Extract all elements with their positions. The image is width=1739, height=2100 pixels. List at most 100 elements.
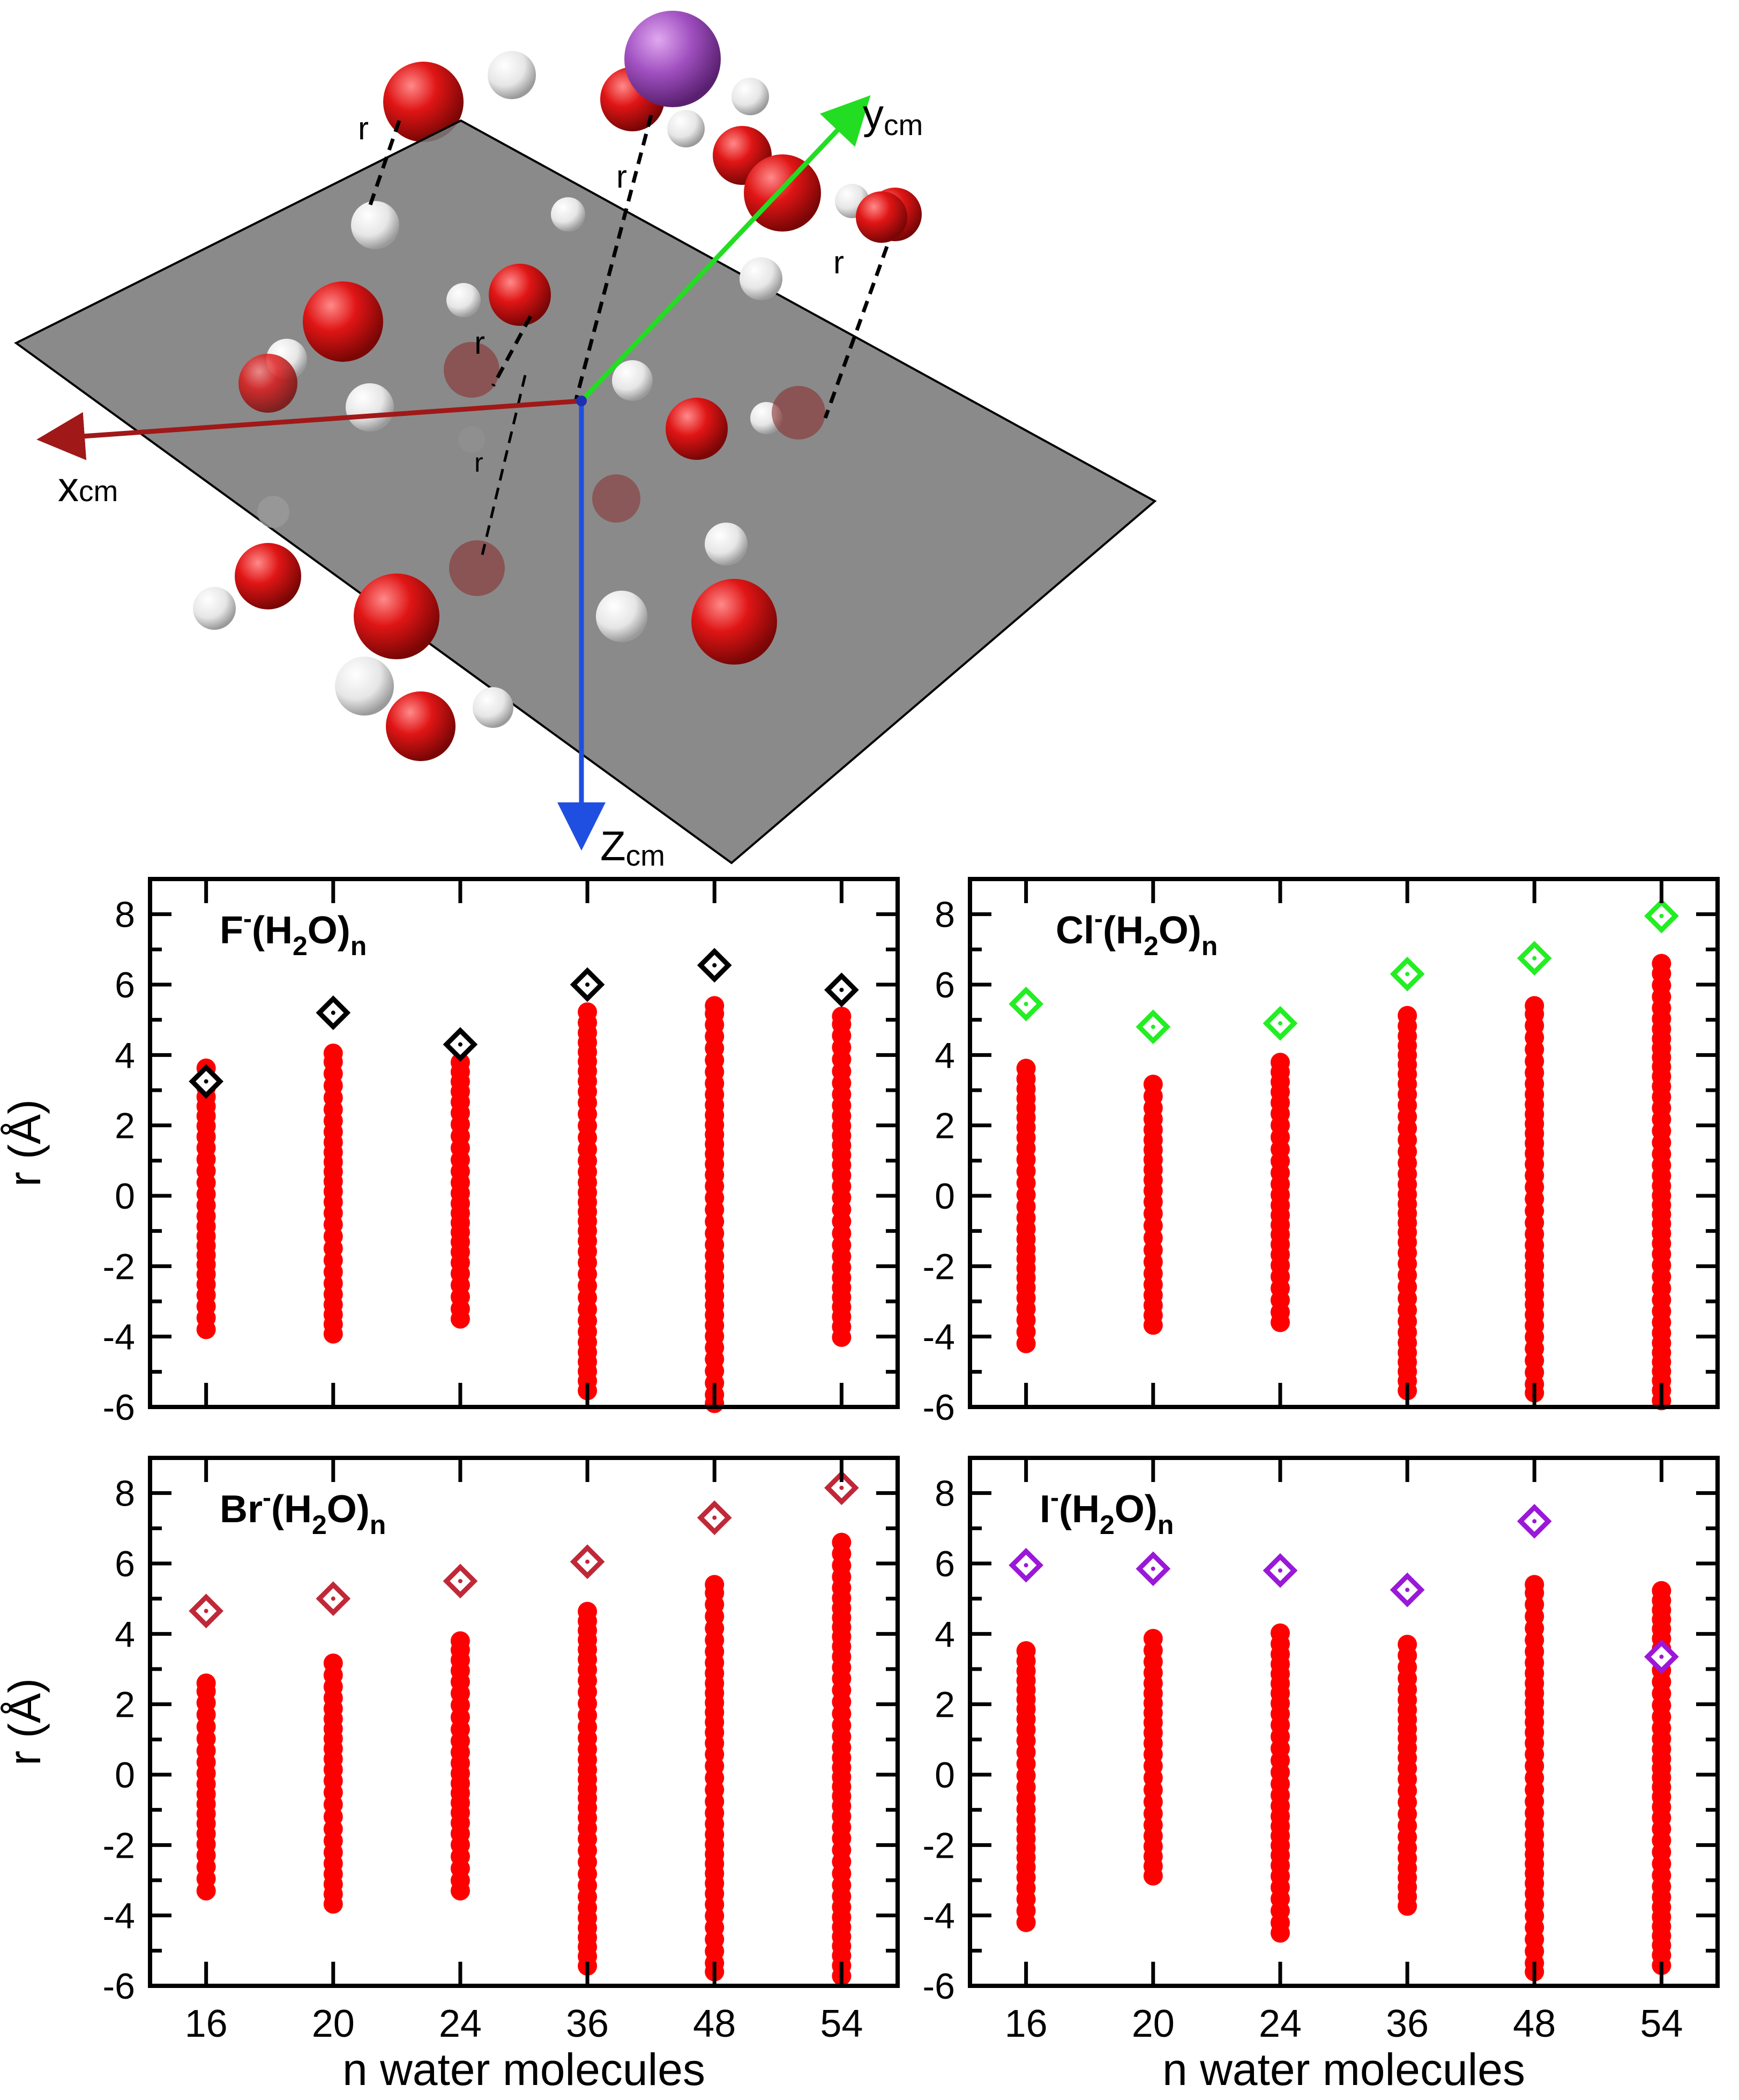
y-axis-ticks: [970, 877, 1718, 1409]
ion-markers: [189, 1470, 859, 1629]
y-tick-label: 4: [935, 1614, 955, 1655]
water-oxygen: [235, 543, 301, 609]
ion-marker-center: [1278, 1021, 1282, 1026]
ion-marker-center: [331, 1596, 335, 1601]
y-tick-label: -2: [103, 1825, 135, 1866]
panel-label-sup: -: [1050, 1484, 1059, 1512]
distance-label-3: r: [833, 244, 844, 280]
ion-marker-center: [1405, 972, 1410, 977]
distance-label-2: r: [616, 159, 627, 195]
water-point: [1398, 1006, 1417, 1025]
iodide-ion: [624, 11, 721, 107]
x-tick-label: 24: [1259, 2002, 1302, 2045]
y-tick-label: -2: [923, 1825, 955, 1866]
panel-label: Br-(H2O)n: [220, 1484, 386, 1540]
panel-label-sup: -: [1094, 905, 1103, 933]
y-tick-label: 2: [935, 1685, 955, 1725]
panel-label-paren-open: (H: [1103, 909, 1144, 952]
x-tick-label: 20: [312, 2002, 355, 2045]
water-hydrogen: [257, 496, 289, 528]
water-hydrogen: [740, 257, 782, 300]
y-axis-arrow: [579, 95, 871, 403]
center-of-mass: [576, 396, 587, 406]
y-tick-label: -4: [923, 1317, 955, 1358]
ion-markers: [1009, 898, 1679, 1045]
panel-label-tail-sub: n: [1158, 1510, 1174, 1540]
ion-markers: [1009, 1503, 1679, 1674]
water-hydrogen: [705, 523, 748, 565]
x-axis-title: n water molecules: [342, 2044, 705, 2095]
x-axis-ticks: [204, 879, 844, 1407]
ion-marker-center: [1151, 1566, 1155, 1571]
water-points: [196, 996, 852, 1413]
y-tick-label: -6: [923, 1966, 955, 2007]
y-tick-labels: -6 -4 -2 0 2 4 6 8: [103, 895, 135, 1428]
water-oxygen: [383, 62, 464, 142]
y-tick-label: -4: [923, 1896, 955, 1937]
water-oxygen: [303, 281, 383, 362]
water-point: [1270, 1623, 1290, 1643]
water-point: [1525, 996, 1544, 1016]
x-tick-label: 36: [566, 2002, 609, 2045]
water-hydrogen: [346, 383, 394, 431]
panel-label-paren-open: (H: [252, 909, 293, 952]
ion-marker-center: [458, 1578, 462, 1583]
plot-frame: [148, 1456, 900, 1988]
distance-label-4: r: [474, 325, 485, 361]
plot-frame: [148, 877, 900, 1409]
ion-marker-center: [1532, 956, 1537, 960]
panel-label-paren-close: O): [308, 909, 350, 952]
y-tick-label: -6: [103, 1966, 135, 2007]
y-tick-label: 4: [115, 1035, 135, 1076]
water-oxygen: [489, 264, 551, 326]
water-point: [832, 1007, 852, 1026]
plot-frame: [968, 877, 1720, 1409]
ion-marker-center: [1278, 1568, 1282, 1573]
water-point: [1398, 1635, 1417, 1655]
panel-label-paren-open: (H: [1059, 1488, 1100, 1531]
reference-plane: [14, 119, 1157, 865]
x-tick-label: 16: [1005, 2002, 1048, 2045]
panel-label-base: I: [1040, 1488, 1050, 1531]
y-tick-label: -6: [923, 1387, 955, 1428]
molecular-cluster-diagram: xcm ycm Zcm r r r r r: [14, 11, 1157, 872]
ion-marker-center: [585, 982, 590, 987]
ion-marker-center: [1405, 1588, 1410, 1592]
y-tick-label: -2: [103, 1246, 135, 1287]
y-tick-label: 0: [935, 1755, 955, 1796]
y-tick-label: 0: [115, 1176, 135, 1217]
y-tick-label: 6: [935, 1544, 955, 1584]
water-oxygen: [354, 574, 439, 659]
water-point: [1652, 954, 1671, 973]
x-axis-label: xcm: [58, 463, 118, 510]
y-tick-label: 2: [115, 1685, 135, 1725]
water-point: [1270, 1053, 1290, 1073]
panel-label-paren-close: O): [327, 1488, 370, 1531]
panel-label-sub: 2: [312, 1510, 327, 1540]
water-oxygen: [386, 691, 456, 761]
y-tick-label: -2: [923, 1246, 955, 1287]
y-tick-label: 0: [935, 1176, 955, 1217]
water-point: [578, 1002, 598, 1022]
panel-label-sup: -: [243, 905, 252, 933]
water-point: [323, 1044, 343, 1063]
y-axis-label: ycm: [863, 91, 923, 142]
water-oxygen: [666, 398, 728, 460]
y-tick-label: 8: [115, 1473, 135, 1514]
panel-label-paren-close: O): [1115, 1488, 1158, 1531]
y-axis-title: r (Å): [0, 1099, 50, 1187]
water-point: [323, 1653, 343, 1673]
water-hydrogen: [351, 201, 399, 249]
water-oxygen: [691, 579, 777, 665]
water-oxygen: [856, 191, 907, 243]
y-tick-label: 8: [935, 895, 955, 935]
ion-marker-center: [458, 1042, 462, 1047]
y-tick-label: 4: [115, 1614, 135, 1655]
distance-label-5: r: [474, 448, 483, 478]
water-point: [832, 1532, 852, 1552]
panel-label: I-(H2O)n: [1040, 1484, 1174, 1540]
ion-marker-center: [839, 987, 844, 992]
x-axis-title: n water molecules: [1162, 2044, 1525, 2095]
x-axis-ticks: [1024, 879, 1663, 1407]
